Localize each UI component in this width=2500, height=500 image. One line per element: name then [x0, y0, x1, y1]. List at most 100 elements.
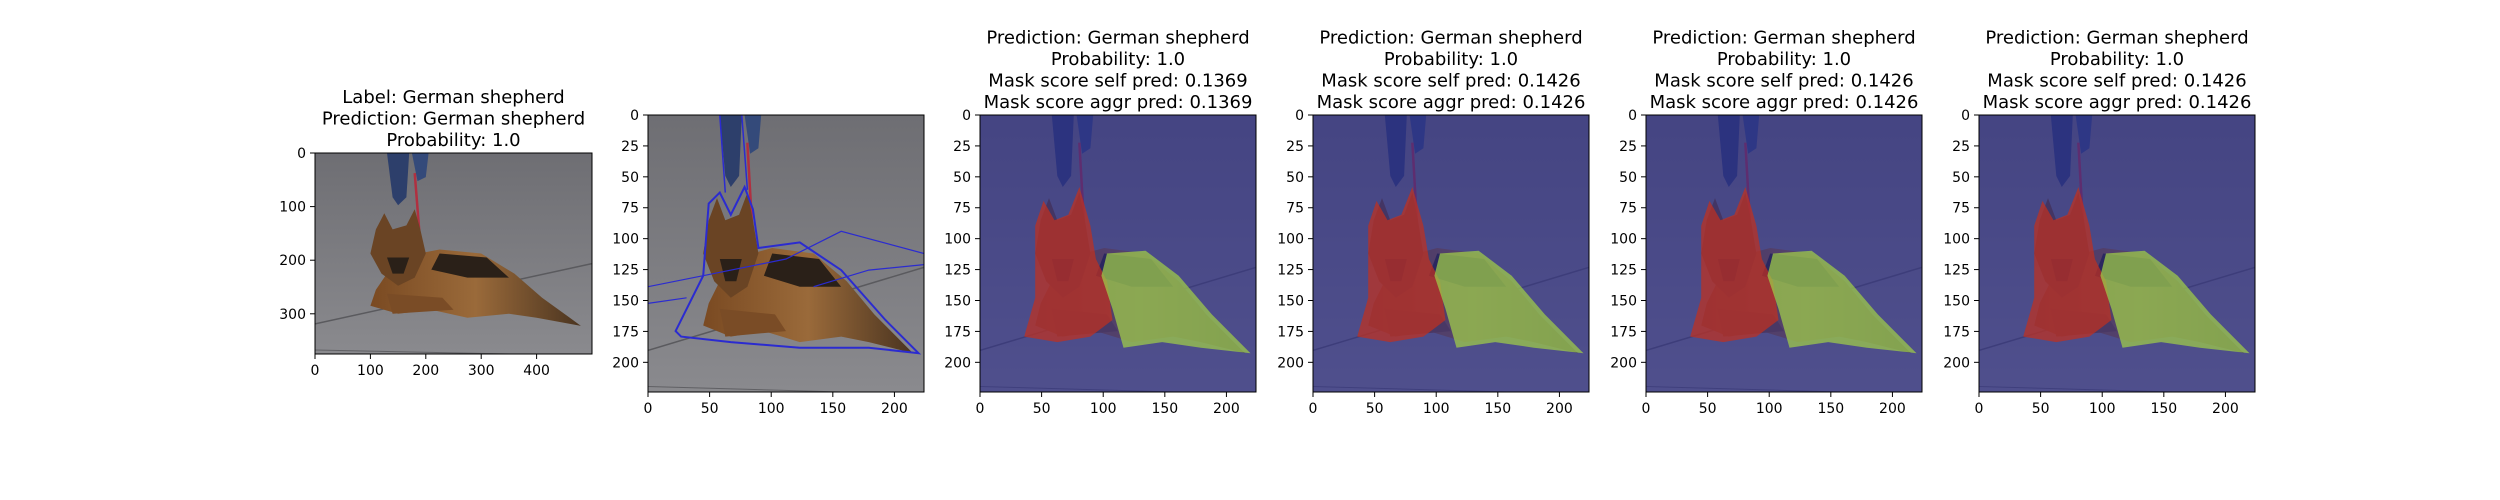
mask-head-region	[1690, 187, 1779, 343]
panel-mask-1: Prediction: German shepherdProbability: …	[944, 28, 1257, 417]
panel-title-line: Probability: 1.0	[386, 130, 520, 151]
x-tick-label: 50	[2032, 401, 2050, 417]
x-tick-label: 50	[1699, 401, 1717, 417]
panel-title-line: Probability: 1.0	[1717, 49, 1851, 70]
dog-head	[370, 209, 426, 286]
dog-saddle	[763, 253, 842, 287]
axes-frame	[1645, 114, 1923, 393]
y-tick-label: 50	[1952, 170, 1970, 186]
x-tick-label: 0	[1975, 401, 1984, 417]
y-tick-label: 75	[621, 201, 639, 217]
x-tick-label: 200	[1879, 401, 1906, 417]
x-tick-label: 100	[1756, 401, 1783, 417]
ground-line	[648, 385, 842, 392]
panel-title-line: Mask score aggr pred: 0.1426	[1317, 92, 1586, 113]
axes-frame	[1978, 114, 2256, 393]
x-tick-label: 0	[1309, 401, 1318, 417]
y-tick-label: 50	[621, 170, 639, 186]
panel-title-line: Prediction: German shepherd	[1319, 28, 1582, 49]
y-tick-label: 25	[1286, 139, 1304, 155]
y-tick-label: 300	[279, 307, 306, 323]
panel-mask-2: Prediction: German shepherdProbability: …	[1277, 28, 1590, 417]
panel-image	[980, 115, 1256, 392]
x-tick-label: 300	[468, 363, 495, 379]
panel-title-line: Probability: 1.0	[1384, 49, 1518, 70]
x-tick-label: 200	[2212, 401, 2239, 417]
y-tick-label: 125	[944, 263, 971, 279]
y-tick-label: 175	[1943, 324, 1970, 340]
x-tick-label: 50	[1033, 401, 1051, 417]
dog-head	[703, 192, 759, 298]
y-tick-label: 25	[953, 139, 971, 155]
y-tick-label: 50	[1286, 170, 1304, 186]
panel-image	[1646, 115, 1922, 392]
x-tick-label: 100	[1090, 401, 1117, 417]
panel-contour: 0 50 100 150 200 0 25 50 75 100 125 150 175 200	[612, 108, 925, 417]
y-tick-label: 150	[1610, 293, 1637, 309]
y-tick-label: 0	[630, 108, 639, 124]
mask-body-region	[2100, 250, 2250, 354]
axes-frame	[979, 114, 1257, 393]
y-tick-label: 0	[1295, 108, 1304, 124]
handler-leg	[719, 115, 742, 187]
y-tick-label: 200	[279, 253, 306, 269]
y-tick-label: 125	[612, 263, 639, 279]
panel-title-line: Mask score self pred: 0.1426	[1987, 71, 2246, 92]
panel-image	[315, 153, 592, 354]
axes-frame	[647, 114, 925, 393]
y-tick-label: 75	[1952, 201, 1970, 217]
y-tick-label: 25	[1619, 139, 1637, 155]
dog-muzzle	[387, 257, 410, 274]
x-tick-label: 0	[1642, 401, 1651, 417]
y-tick-label: 50	[953, 170, 971, 186]
y-tick-label: 50	[1619, 170, 1637, 186]
y-tick-label: 200	[944, 355, 971, 371]
panel-image	[1979, 115, 2255, 392]
handler-leg	[744, 115, 762, 154]
contour-line	[719, 115, 727, 193]
x-tick-label: 150	[819, 401, 846, 417]
x-tick-label: 150	[1817, 401, 1844, 417]
panel-image	[1313, 115, 1589, 392]
y-tick-label: 100	[1277, 232, 1304, 248]
y-tick-label: 125	[1610, 263, 1637, 279]
y-tick-label: 175	[1610, 324, 1637, 340]
contour-outline	[674, 184, 922, 355]
x-tick-label: 100	[1423, 401, 1450, 417]
y-tick-label: 75	[953, 201, 971, 217]
y-tick-label: 25	[621, 139, 639, 155]
y-tick-label: 175	[944, 324, 971, 340]
y-tick-label: 100	[1610, 232, 1637, 248]
x-tick-label: 0	[311, 363, 320, 379]
x-tick-label: 200	[1546, 401, 1573, 417]
panel-title-line: Prediction: German shepherd	[1985, 28, 2248, 49]
panel-mask-3: Prediction: German shepherdProbability: …	[1610, 28, 1923, 417]
axes-frame	[1312, 114, 1590, 393]
panel-title-line: Prediction: German shepherd	[1652, 28, 1915, 49]
x-tick-label: 50	[1366, 401, 1384, 417]
y-tick-label: 100	[944, 232, 971, 248]
y-tick-label: 200	[1277, 355, 1304, 371]
panel-title-line: Prediction: German shepherd	[986, 28, 1249, 49]
x-tick-label: 100	[357, 363, 384, 379]
x-tick-label: 50	[701, 401, 719, 417]
y-tick-label: 125	[1943, 263, 1970, 279]
panel-title-line: Probability: 1.0	[1051, 49, 1185, 70]
y-tick-label: 200	[612, 355, 639, 371]
contour-line	[648, 297, 687, 304]
x-tick-label: 200	[881, 401, 908, 417]
y-tick-label: 150	[1943, 293, 1970, 309]
y-tick-label: 25	[1952, 139, 1970, 155]
y-tick-label: 150	[612, 293, 639, 309]
x-tick-label: 0	[644, 401, 653, 417]
y-tick-label: 175	[612, 324, 639, 340]
y-tick-label: 150	[1277, 293, 1304, 309]
axes-frame	[314, 152, 593, 355]
y-tick-label: 100	[612, 232, 639, 248]
mask-head-region	[1357, 187, 1446, 343]
panel-title-line: Probability: 1.0	[2050, 49, 2184, 70]
dog-saddle	[431, 253, 509, 278]
contour-line	[648, 230, 924, 288]
x-tick-label: 0	[976, 401, 985, 417]
